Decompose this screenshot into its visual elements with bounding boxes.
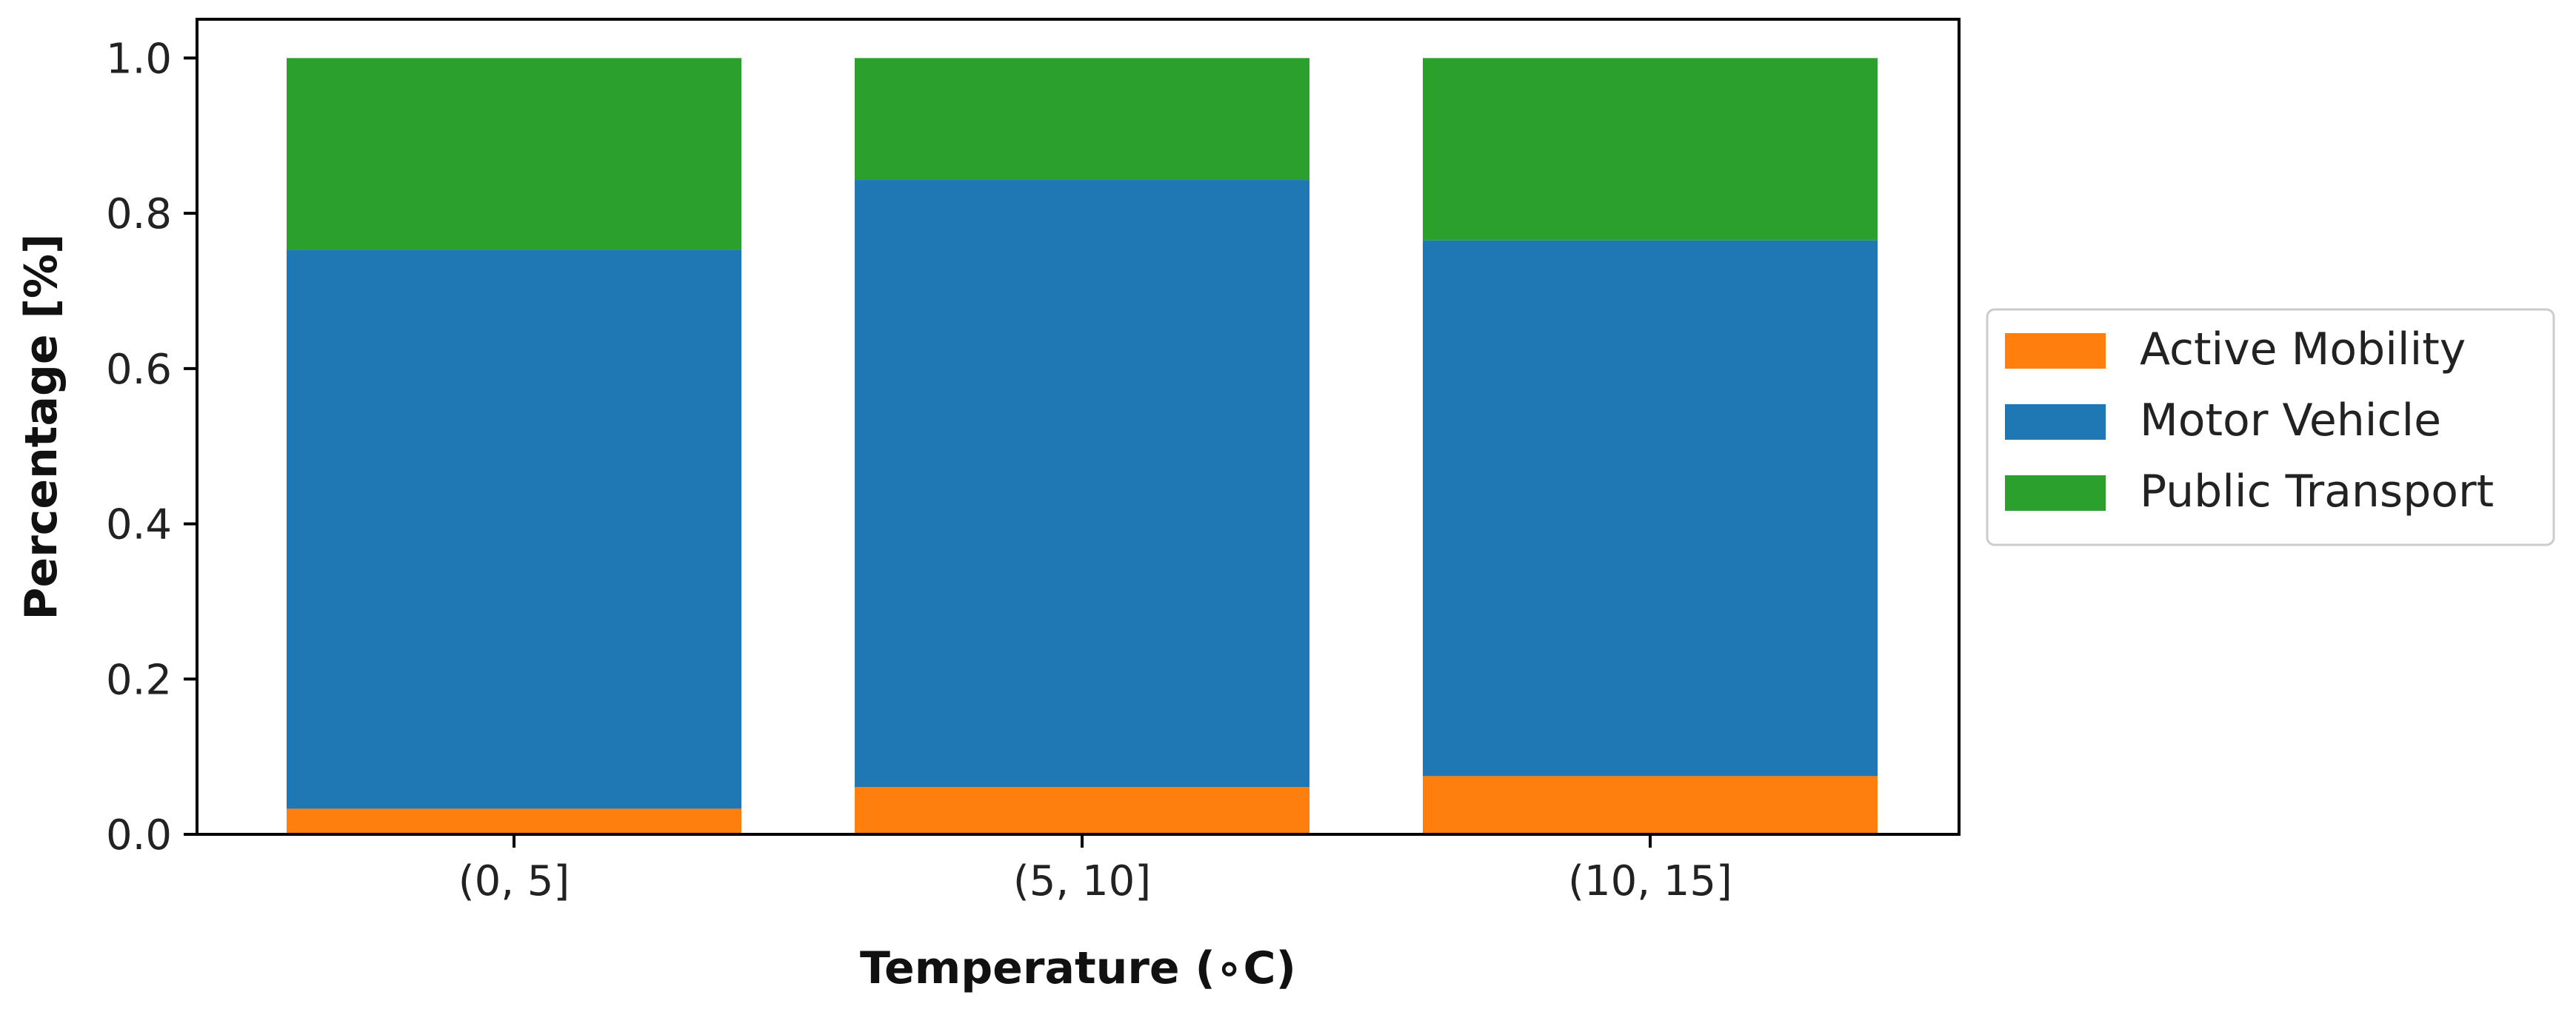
x-tick-label: (5, 10] — [1013, 857, 1151, 905]
bars-layer — [287, 58, 1878, 834]
plot-area-frame — [196, 18, 1961, 836]
bar-active-mobility-2 — [855, 787, 1309, 834]
y-tick-label: 0.4 — [106, 501, 172, 549]
legend-label-motor-vehicle: Motor Vehicle — [2140, 395, 2441, 446]
bar-public-transport-3 — [1423, 58, 1878, 241]
y-tick-label: 0.8 — [106, 190, 172, 238]
bar-active-mobility-1 — [287, 808, 741, 834]
y-axis-title: Percentage [%] — [16, 234, 67, 620]
x-tick-label: (10, 15] — [1568, 857, 1732, 905]
y-tick-label: 1.0 — [106, 35, 172, 83]
y-axis: 0.0 0.2 0.4 0.6 0.8 1.0 — [106, 35, 197, 859]
bar-public-transport-2 — [855, 58, 1309, 181]
bar-public-transport-1 — [287, 58, 741, 250]
bar-active-mobility-3 — [1423, 776, 1878, 834]
bar-motor-vehicle-3 — [1423, 240, 1878, 777]
bar-motor-vehicle-1 — [287, 249, 741, 809]
legend-swatch-active-mobility — [2005, 333, 2106, 369]
legend-swatch-public-transport — [2005, 475, 2106, 511]
legend-label-public-transport: Public Transport — [2140, 466, 2494, 517]
x-axis-title: Temperature (∘C) — [860, 942, 1296, 994]
y-tick-label: 0.6 — [106, 346, 172, 394]
legend-label-active-mobility: Active Mobility — [2140, 324, 2466, 375]
legend-swatch-motor-vehicle — [2005, 404, 2106, 440]
legend: Active Mobility Motor Vehicle Public Trans… — [1986, 308, 2555, 546]
bar-motor-vehicle-2 — [855, 180, 1309, 788]
x-axis: (0, 5] (5, 10] (10, 15] — [458, 834, 1732, 905]
y-tick-label: 0.0 — [106, 811, 172, 859]
legend-frame — [1986, 308, 2555, 546]
y-tick-label: 0.2 — [106, 656, 172, 704]
x-tick-label: (0, 5] — [458, 857, 570, 905]
